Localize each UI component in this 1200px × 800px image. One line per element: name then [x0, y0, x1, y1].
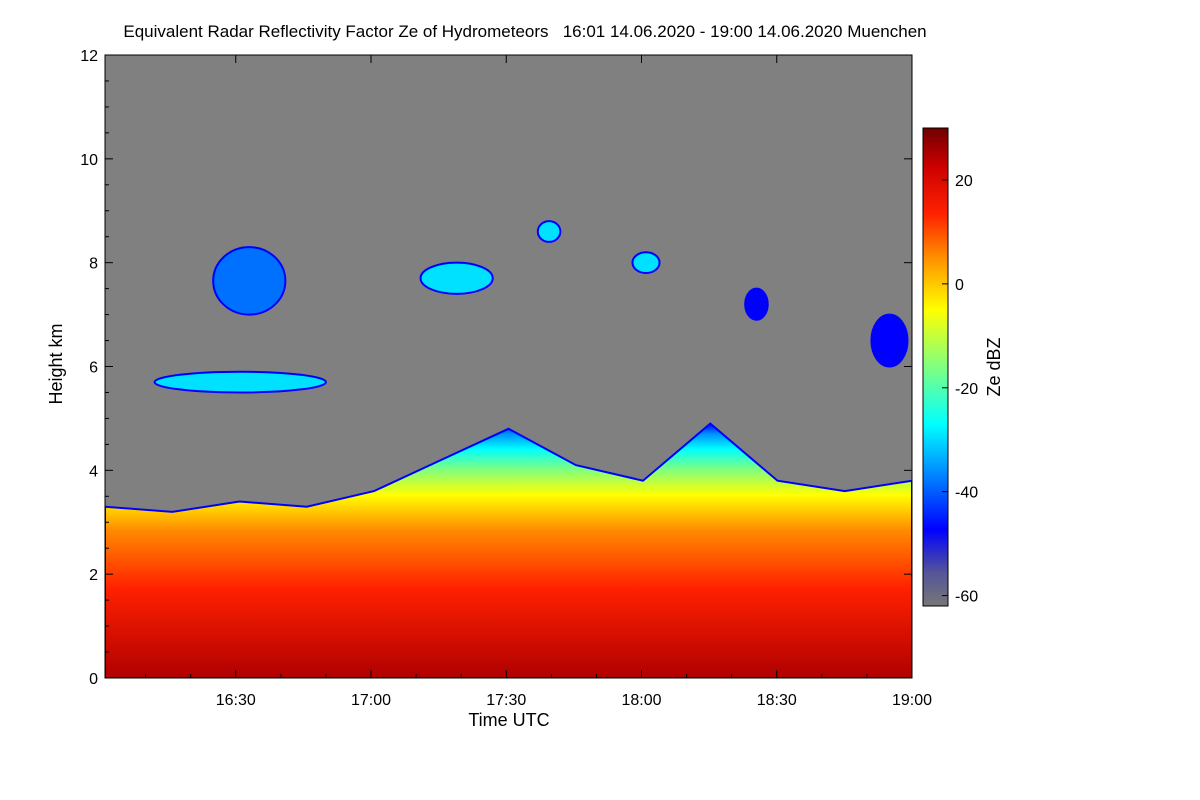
echo-patch-3 [419, 261, 494, 295]
y-tick-label: 8 [89, 256, 98, 273]
echo-patch-1 [153, 370, 327, 394]
x-tick-label: 17:30 [486, 692, 526, 709]
cbar-tick-label: 20 [955, 173, 973, 190]
echo-boundary-layer [105, 422, 912, 678]
cbar-tick-label: -60 [955, 589, 978, 606]
echo-patch-4 [536, 220, 562, 243]
cbar-tick-label: 0 [955, 277, 964, 294]
echo-patch-5 [631, 251, 661, 275]
cbar-tick-label: -20 [955, 381, 978, 398]
y-tick-label: 12 [80, 48, 98, 65]
colorbar [922, 127, 949, 607]
colorbar-label: Ze dBZ [984, 337, 1004, 396]
y-tick-label: 0 [89, 671, 98, 688]
chart-title: Equivalent Radar Reflectivity Factor Ze … [123, 22, 927, 41]
x-tick-label: 19:00 [892, 692, 932, 709]
y-tick-label: 2 [89, 567, 98, 584]
colorbar-axis: 20 0 -20 -40 -60 [942, 173, 978, 606]
x-tick-label: 17:00 [351, 692, 391, 709]
y-tick-label: 4 [89, 463, 98, 480]
x-tick-label: 18:30 [757, 692, 797, 709]
echo-patch-7 [870, 313, 909, 368]
y-axis-label: Height km [46, 323, 66, 404]
x-tick-label: 16:30 [216, 692, 256, 709]
x-axis-label: Time UTC [468, 710, 549, 730]
y-axis: 0 2 4 6 8 10 12 [80, 48, 912, 688]
echo-patch-6 [744, 287, 769, 321]
echo-patch-2 [212, 246, 287, 316]
x-axis: 16:30 17:00 17:30 18:00 18:30 19:00 [145, 55, 932, 709]
x-tick-label: 18:00 [621, 692, 661, 709]
y-tick-label: 6 [89, 360, 98, 377]
cbar-tick-label: -40 [955, 485, 978, 502]
reflectivity-field [105, 220, 912, 678]
y-tick-label: 10 [80, 152, 98, 169]
